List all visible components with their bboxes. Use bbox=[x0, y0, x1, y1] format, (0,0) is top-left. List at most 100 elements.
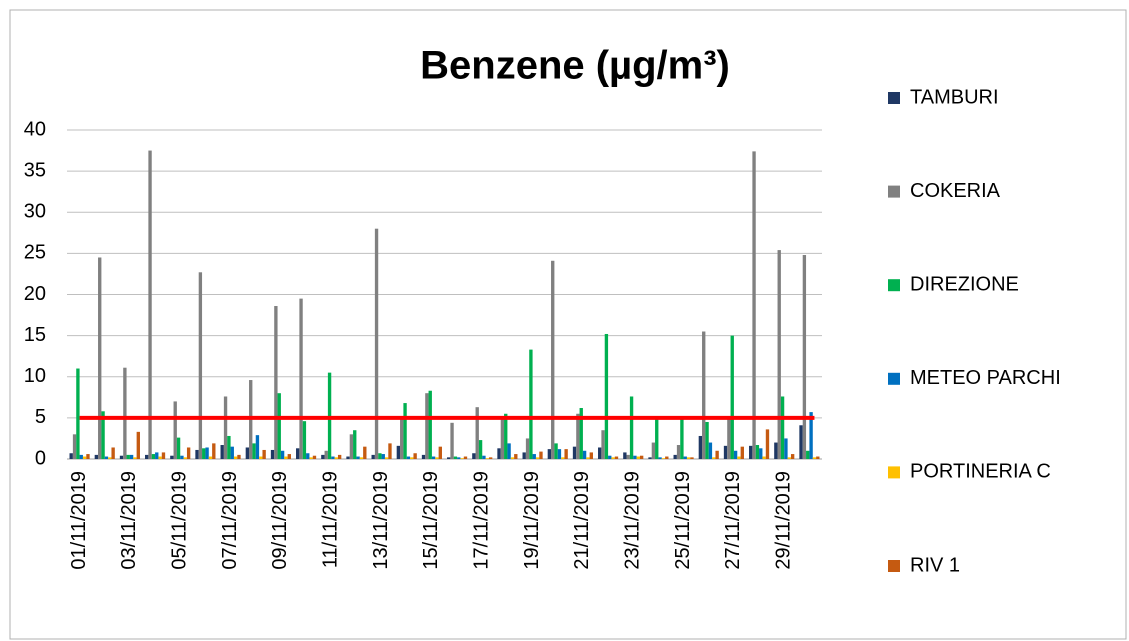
x-tick-label: 11/11/2019 bbox=[320, 471, 342, 568]
bar bbox=[529, 349, 533, 459]
bar bbox=[488, 457, 493, 459]
x-tick-label: 09/11/2019 bbox=[269, 471, 291, 570]
legend-label: COKERIA bbox=[910, 180, 1001, 202]
bar bbox=[749, 445, 753, 459]
bar bbox=[259, 456, 263, 459]
bar bbox=[126, 454, 130, 459]
bar bbox=[639, 455, 644, 459]
bar bbox=[180, 455, 184, 459]
bar bbox=[129, 454, 134, 459]
x-tick-label: 29/11/2019 bbox=[773, 471, 795, 570]
bar bbox=[651, 442, 656, 459]
bar bbox=[356, 456, 360, 459]
bar bbox=[453, 456, 458, 459]
bar bbox=[463, 456, 468, 459]
legend-label: METEO PARCHI bbox=[910, 367, 1061, 389]
bar bbox=[176, 437, 181, 459]
bar bbox=[302, 421, 307, 459]
bar bbox=[629, 396, 634, 459]
bar bbox=[777, 250, 781, 459]
bar bbox=[564, 449, 568, 459]
y-tick-label: 40 bbox=[24, 118, 46, 140]
bar bbox=[514, 454, 518, 459]
bar bbox=[299, 298, 303, 459]
x-tick-label: 13/11/2019 bbox=[370, 471, 392, 570]
bar bbox=[522, 452, 526, 459]
bar bbox=[475, 407, 479, 459]
bar bbox=[579, 408, 583, 459]
legend-swatch bbox=[888, 185, 900, 198]
bar bbox=[69, 453, 73, 459]
legend-label: TAMBURI bbox=[910, 86, 999, 108]
bar bbox=[648, 457, 652, 459]
bar bbox=[799, 425, 803, 459]
bar bbox=[765, 429, 770, 459]
bar bbox=[623, 452, 627, 459]
chart-frame bbox=[9, 9, 1127, 640]
bar bbox=[450, 422, 454, 459]
bar bbox=[438, 446, 442, 459]
bar bbox=[123, 367, 127, 459]
bar bbox=[94, 454, 99, 459]
bar bbox=[277, 393, 281, 459]
bar bbox=[324, 450, 328, 459]
bar bbox=[400, 419, 404, 459]
bar bbox=[388, 443, 392, 459]
bar bbox=[334, 457, 338, 459]
bar bbox=[72, 434, 77, 459]
bar bbox=[780, 396, 785, 459]
x-tick-label: 03/11/2019 bbox=[118, 471, 140, 570]
bar bbox=[136, 431, 140, 459]
bar bbox=[384, 457, 389, 459]
bar bbox=[755, 445, 760, 459]
bar bbox=[680, 417, 684, 459]
bar bbox=[309, 457, 313, 459]
bar bbox=[586, 457, 590, 459]
x-tick-label: 25/11/2019 bbox=[672, 471, 694, 570]
bar bbox=[337, 454, 342, 459]
bar bbox=[270, 449, 275, 459]
bar bbox=[547, 449, 552, 459]
bar bbox=[626, 454, 630, 459]
bar bbox=[532, 454, 536, 459]
bar bbox=[561, 457, 565, 459]
y-tick-label: 20 bbox=[24, 283, 46, 305]
bar bbox=[608, 455, 612, 459]
bar bbox=[447, 457, 451, 459]
bar bbox=[676, 445, 681, 459]
y-tick-label: 35 bbox=[24, 159, 46, 181]
bar bbox=[158, 456, 162, 459]
bar bbox=[108, 457, 112, 459]
bar bbox=[346, 456, 350, 459]
bar bbox=[208, 456, 213, 459]
bar bbox=[457, 457, 461, 459]
bar bbox=[557, 449, 562, 459]
bar bbox=[198, 272, 203, 459]
bar bbox=[614, 456, 619, 459]
bar bbox=[155, 452, 159, 459]
bar bbox=[601, 430, 605, 459]
legend-swatch bbox=[888, 92, 900, 104]
bar bbox=[428, 390, 432, 459]
bar bbox=[230, 446, 234, 459]
bar bbox=[812, 457, 817, 459]
bar bbox=[363, 446, 367, 459]
bar bbox=[86, 454, 90, 459]
legend-label: PORTINERIA C bbox=[910, 461, 1051, 483]
chart-title: Benzene (µg/m³) bbox=[420, 44, 730, 88]
bar bbox=[576, 413, 580, 459]
bar bbox=[296, 448, 300, 459]
bar bbox=[223, 396, 228, 459]
bar bbox=[655, 417, 659, 459]
bar bbox=[321, 454, 325, 459]
bar bbox=[705, 421, 709, 459]
bar bbox=[740, 446, 744, 459]
bar bbox=[598, 447, 602, 459]
bar bbox=[410, 457, 414, 459]
y-tick-label: 30 bbox=[24, 201, 46, 223]
bar bbox=[425, 393, 429, 459]
bar bbox=[661, 458, 666, 459]
x-tick-label: 23/11/2019 bbox=[622, 471, 644, 570]
